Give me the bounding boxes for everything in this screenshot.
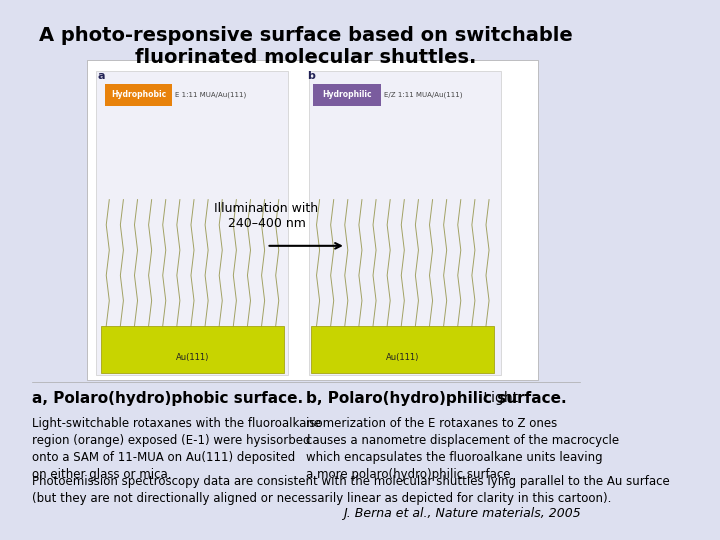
Text: a, Polaro(hydro)phobic surface.: a, Polaro(hydro)phobic surface. [32, 391, 303, 406]
FancyBboxPatch shape [309, 71, 501, 375]
FancyBboxPatch shape [86, 60, 538, 380]
Text: Illumination with
240–400 nm: Illumination with 240–400 nm [215, 202, 319, 230]
Text: Light-switchable rotaxanes with the fluoroalkane
region (orange) exposed (E-1) w: Light-switchable rotaxanes with the fluo… [32, 417, 321, 481]
Text: Hydrophobic: Hydrophobic [111, 90, 166, 99]
Text: Photoemission spectroscopy data are consistent with the molecular shuttles lying: Photoemission spectroscopy data are cons… [32, 475, 670, 505]
Text: Hydrophilic: Hydrophilic [323, 90, 372, 99]
Text: a: a [98, 71, 105, 80]
Text: Au(111): Au(111) [386, 353, 419, 362]
FancyBboxPatch shape [311, 326, 494, 373]
Text: E 1:11 MUA/Au(111): E 1:11 MUA/Au(111) [175, 92, 246, 98]
FancyBboxPatch shape [313, 84, 381, 106]
Text: b, Polaro(hydro)philic surface.: b, Polaro(hydro)philic surface. [306, 391, 567, 406]
Text: E/Z 1:11 MUA/Au(111): E/Z 1:11 MUA/Au(111) [384, 92, 463, 98]
Text: Light: Light [479, 391, 518, 405]
FancyBboxPatch shape [105, 84, 172, 106]
FancyBboxPatch shape [101, 326, 284, 373]
FancyBboxPatch shape [96, 71, 288, 375]
Text: A photo-responsive surface based on switchable
fluorinated molecular shuttles.: A photo-responsive surface based on swit… [40, 25, 573, 66]
Text: Au(111): Au(111) [176, 353, 209, 362]
Text: isomerization of the E rotaxanes to Z ones
causes a nanometre displacement of th: isomerization of the E rotaxanes to Z on… [306, 417, 619, 481]
Text: J. Berna et al., Nature materials, 2005: J. Berna et al., Nature materials, 2005 [343, 507, 580, 520]
Text: b: b [307, 71, 315, 80]
